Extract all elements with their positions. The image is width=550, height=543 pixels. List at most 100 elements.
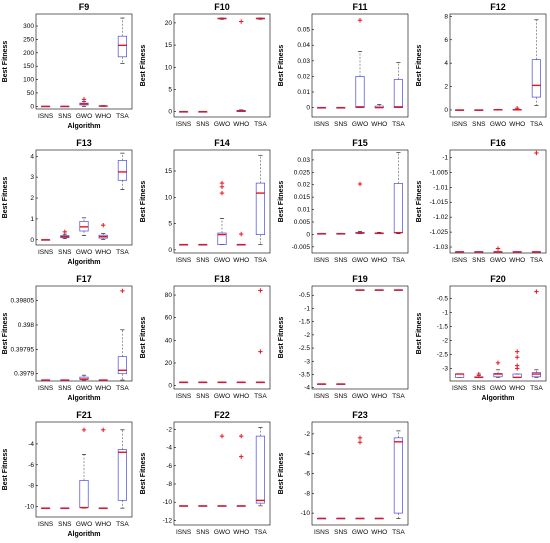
chart-svg: F13 0 1 2 3 4 ISNS SNS GWO WHO TSA Best Fitness Algo…	[2, 138, 133, 266]
y-tick-label: -1.015	[430, 199, 449, 206]
x-tick-label: TSA	[392, 257, 405, 264]
plot-frame	[449, 13, 547, 118]
box-who	[98, 379, 108, 381]
box-isns	[455, 109, 465, 111]
y-axis-label: Best Fitness	[2, 41, 9, 83]
plot-frame	[35, 149, 133, 246]
x-axis-label: Algorithm	[67, 123, 100, 130]
box-tsa	[393, 289, 403, 291]
y-tick-label: 150	[23, 63, 34, 70]
y-tick-label: 20	[165, 20, 173, 27]
y-tick-label: 0.04	[297, 42, 310, 49]
y-tick-label: -1.025	[430, 229, 449, 236]
box-who	[98, 222, 108, 240]
x-tick-label: ISNS	[176, 393, 192, 400]
box-who	[512, 106, 522, 111]
x-tick-label: GWO	[352, 529, 368, 536]
chart-svg: F9 0 50 100 150 200 250 300 ISNS SNS GWO WHO TSA Best…	[2, 2, 133, 130]
plot-frame	[173, 149, 271, 254]
iqr-box	[393, 183, 403, 233]
x-axis-label: Algorithm	[67, 531, 100, 538]
chart-panel-f14: F14 0 5 10 15 ISNS SNS GWO WHO TSA Best Fitness	[138, 136, 274, 271]
y-tick-label: 0	[168, 247, 172, 254]
plot-frame	[173, 285, 271, 390]
chart-panel-f13: F13 0 1 2 3 4 ISNS SNS GWO WHO TSA Best Fitness Algo…	[0, 136, 136, 271]
x-tick-label: WHO	[371, 121, 387, 128]
box-sns	[474, 371, 484, 379]
outlier-marker	[81, 97, 87, 102]
chart-svg: F16 -1.03 -1.025 -1.02 -1.015 -1.01 -1.005 -1 IS…	[416, 138, 547, 264]
box-gwo	[217, 381, 227, 384]
box-sns	[198, 381, 208, 384]
box-tsa	[117, 288, 127, 381]
y-tick-label: 0.005	[294, 219, 311, 226]
chart-panel-f20: F20 -3 -2.5 -2 -1.5 -1 -0.5 ISNS SNS GWO WHO TSA Bes…	[414, 272, 550, 407]
box-sns	[336, 106, 346, 109]
chart-panel-f21: F21 -10 -8 -6 -4 ISNS SNS GWO WHO TSA Best Fitness…	[0, 408, 136, 543]
box-who	[374, 104, 384, 109]
x-tick-label: TSA	[116, 113, 129, 120]
box-sns	[336, 232, 346, 235]
x-tick-label: WHO	[371, 393, 387, 400]
x-tick-label: GWO	[214, 529, 230, 536]
y-tick-label: 2	[444, 84, 448, 91]
x-tick-label: WHO	[371, 257, 387, 264]
x-tick-label: GWO	[214, 257, 230, 264]
y-tick-label: -1.03	[433, 244, 448, 251]
x-tick-label: TSA	[116, 249, 129, 256]
y-tick-label: 0.39795	[11, 346, 35, 353]
y-tick-label: 0	[168, 109, 172, 116]
y-tick-label: -2	[304, 332, 310, 339]
x-tick-label: WHO	[371, 529, 387, 536]
y-tick-label: 0.01	[297, 207, 310, 214]
y-axis-label: Best Fitness	[2, 177, 9, 219]
y-tick-label: -0.5	[299, 292, 311, 299]
y-tick-label: -10	[163, 499, 173, 506]
x-tick-label: ISNS	[452, 257, 468, 264]
box-who	[236, 231, 246, 246]
x-tick-label: SNS	[334, 121, 348, 128]
y-tick-label: -4	[166, 445, 172, 452]
box-sns	[60, 105, 70, 108]
x-tick-label: ISNS	[314, 121, 330, 128]
outlier-marker	[101, 222, 106, 228]
box-tsa	[393, 430, 403, 519]
box-gwo	[493, 360, 503, 378]
y-tick-label: -1.005	[430, 169, 449, 176]
plot-frame	[173, 421, 271, 526]
box-isns	[179, 110, 189, 113]
box-who	[236, 433, 246, 507]
outlier-marker	[515, 349, 520, 354]
x-tick-label: SNS	[58, 249, 72, 256]
y-tick-label: -2	[304, 431, 310, 438]
y-tick-label: 10	[165, 194, 173, 201]
x-tick-label: TSA	[530, 385, 543, 392]
y-tick-label: 0	[168, 383, 172, 390]
x-tick-label: GWO	[352, 393, 368, 400]
y-tick-label: -2	[166, 426, 172, 433]
chart-title: F23	[352, 410, 368, 420]
iqr-box	[355, 76, 365, 108]
outlier-marker	[239, 231, 244, 237]
y-tick-label: -12	[163, 517, 173, 524]
box-who	[512, 251, 522, 253]
y-axis-label: Best Fitness	[140, 453, 147, 495]
x-tick-label: ISNS	[176, 121, 192, 128]
y-tick-label: 8	[444, 13, 448, 20]
box-sns	[198, 110, 208, 113]
box-isns	[317, 383, 327, 385]
box-who	[98, 105, 108, 107]
x-tick-label: ISNS	[452, 385, 468, 392]
y-tick-label: -4	[28, 441, 34, 448]
x-tick-label: SNS	[472, 121, 486, 128]
chart-svg: F20 -3 -2.5 -2 -1.5 -1 -0.5 ISNS SNS GWO WHO TSA Bes…	[416, 274, 547, 402]
chart-title: F11	[352, 2, 367, 12]
y-tick-label: -1	[304, 305, 310, 312]
x-tick-label: ISNS	[38, 249, 54, 256]
box-gwo	[79, 97, 89, 107]
iqr-box	[531, 59, 541, 98]
y-tick-label: -3	[442, 365, 448, 372]
x-tick-label: GWO	[76, 113, 92, 120]
y-tick-label: 0	[306, 105, 310, 112]
outlier-marker	[120, 288, 125, 294]
